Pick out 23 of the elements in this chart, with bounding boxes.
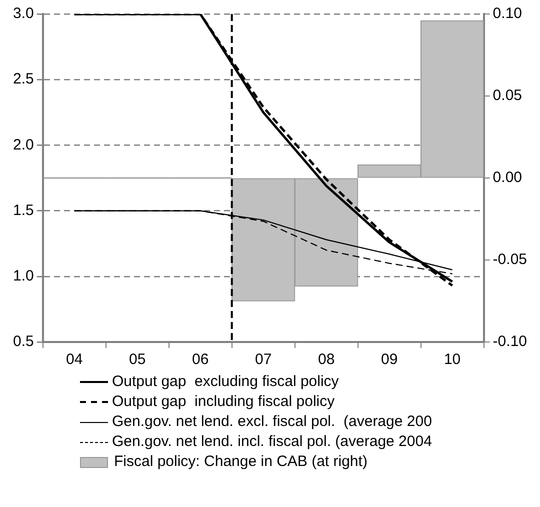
y-tick-label: 2.5 — [12, 70, 34, 88]
y-tick-label: 2.0 — [12, 136, 34, 154]
y-tick-label: 1.0 — [12, 268, 34, 285]
y-tick-label: 3.0 — [12, 5, 34, 22]
x-tick-label: 08 — [318, 351, 335, 368]
y2-tick-label: 0.00 — [492, 169, 522, 186]
legend-label: Gen.gov. net lend. incl. fiscal pol. (average 2004 — [112, 433, 432, 450]
y-tick-label: 1.5 — [12, 202, 34, 219]
y2-tick-label: 0.10 — [492, 5, 522, 22]
x-tick-label: 09 — [380, 351, 398, 368]
y2-tick-label: 0.05 — [492, 87, 522, 104]
legend-label: Output gap including fiscal policy — [112, 393, 335, 410]
x-tick-label: 04 — [66, 351, 83, 368]
legend-label: Output gap excluding fiscal policy — [112, 373, 339, 390]
x-tick-label: 07 — [254, 351, 272, 368]
y2-tick-label: -0.05 — [492, 251, 528, 268]
y2-tick-label: -0.10 — [492, 333, 528, 350]
x-tick-label: 06 — [192, 351, 209, 368]
legend-label: Gen.gov. net lend. excl. fiscal pol. (average 200 — [112, 413, 432, 430]
x-tick-label: 10 — [444, 351, 461, 368]
legend-label: Fiscal policy: Change in CAB (at right) — [114, 453, 368, 470]
x-tick-label: 05 — [129, 351, 146, 368]
y-tick-label: 0.5 — [12, 333, 34, 350]
